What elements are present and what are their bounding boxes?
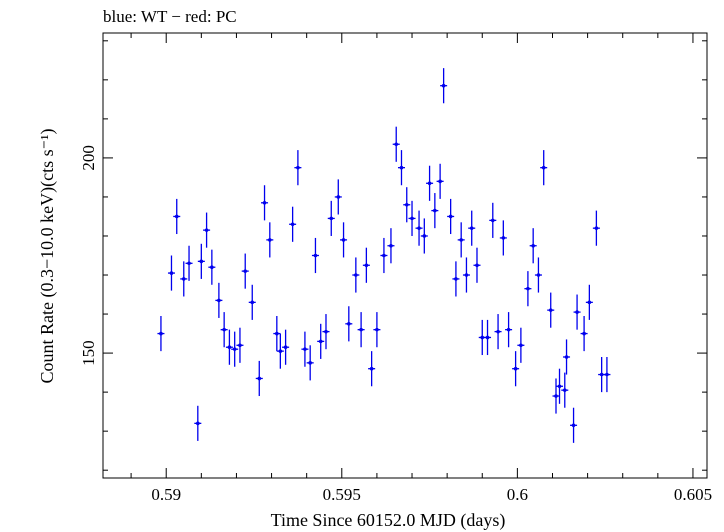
data-point (261, 185, 269, 221)
data-point (220, 312, 228, 348)
data-point (301, 331, 309, 367)
data-point (289, 206, 297, 242)
data-point (447, 198, 455, 235)
x-tick-label: 0.59 (151, 485, 181, 504)
data-point (505, 312, 513, 348)
data-point (373, 312, 381, 348)
data-point (273, 316, 281, 352)
y-tick-label: 150 (79, 340, 98, 366)
data-point (276, 333, 284, 369)
data-point (556, 368, 564, 404)
data-point (197, 243, 205, 279)
data-point (436, 163, 444, 199)
data-point (512, 351, 520, 387)
data-point (334, 179, 342, 215)
data-point (387, 228, 395, 264)
data-point (534, 257, 542, 293)
y-axis-label: Count Rate (0.3−10.0 keV)(cts s⁻¹) (37, 128, 58, 383)
data-point (408, 200, 416, 236)
data-point (380, 237, 388, 274)
data-point (547, 292, 555, 328)
data-point (306, 345, 314, 381)
data-point (420, 218, 428, 254)
data-point (457, 222, 465, 258)
data-point (592, 210, 600, 246)
x-tick-label: 0.605 (674, 485, 712, 504)
data-point (208, 249, 216, 285)
data-point (368, 351, 376, 387)
data-point (431, 193, 439, 229)
data-point (194, 405, 202, 441)
data-point (185, 245, 193, 281)
data-point (585, 284, 593, 320)
data-point (478, 319, 486, 356)
data-point (357, 312, 365, 348)
data-point (322, 314, 330, 350)
data-point (236, 327, 244, 363)
data-point (311, 237, 319, 274)
data-point (282, 329, 290, 365)
data-point (157, 316, 165, 352)
data-point (570, 407, 578, 443)
data-point (317, 323, 325, 359)
data-point (255, 360, 263, 397)
data-point (426, 165, 434, 201)
data-point (484, 319, 492, 356)
data-point (397, 150, 405, 186)
data-point (468, 210, 476, 246)
data-point (173, 198, 181, 235)
data-point (580, 316, 588, 352)
data-point (452, 261, 460, 297)
data-point (345, 306, 353, 342)
data-point (266, 222, 274, 258)
data-point (415, 210, 423, 246)
data-point (248, 284, 256, 320)
data-point (352, 257, 360, 293)
data-point (231, 331, 239, 367)
y-tick-label: 200 (79, 145, 98, 171)
data-point (440, 68, 448, 104)
data-point (563, 339, 571, 375)
data-point (225, 329, 233, 365)
data-point (573, 294, 581, 330)
axis-ticks: 0.59 0.595 0.6 0.605 150 200 (79, 33, 712, 504)
data-points (157, 68, 611, 443)
data-point (603, 356, 611, 393)
data-point (489, 202, 497, 238)
data-point (340, 222, 348, 258)
data-point (499, 220, 507, 256)
data-point (552, 378, 560, 414)
data-point (203, 212, 211, 248)
data-point (327, 200, 335, 236)
x-axis-label: Time Since 60152.0 MJD (days) (271, 510, 506, 531)
data-point (241, 253, 249, 289)
data-point (517, 327, 525, 363)
chart-title: blue: WT − red: PC (103, 7, 237, 26)
data-point (403, 187, 411, 223)
data-point (294, 150, 302, 186)
data-point (215, 282, 223, 318)
data-point (540, 150, 548, 186)
data-point (180, 261, 188, 297)
data-point (561, 372, 569, 408)
data-point (529, 228, 537, 264)
x-tick-label: 0.6 (507, 485, 528, 504)
x-tick-label: 0.595 (323, 485, 361, 504)
data-point (362, 247, 370, 283)
data-point (462, 257, 470, 293)
data-point (473, 247, 481, 283)
plot-frame (102, 32, 708, 479)
data-point (524, 271, 532, 307)
data-point (494, 314, 502, 350)
data-point (167, 255, 175, 291)
data-point (392, 126, 400, 162)
